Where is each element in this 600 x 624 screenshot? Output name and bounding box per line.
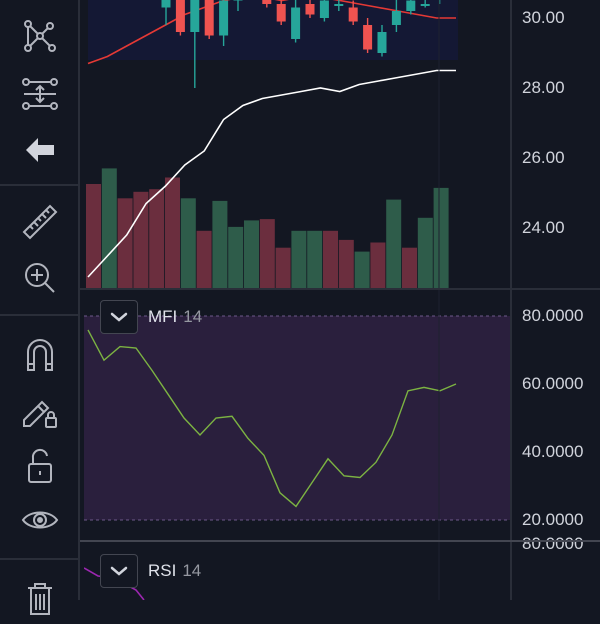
volume-bar (212, 200, 228, 288)
mfi-indicator-name: MFI (148, 307, 178, 326)
volume-bar (149, 189, 165, 288)
zoom-in-icon[interactable] (14, 252, 66, 304)
moving-average-red-line (87, 0, 456, 65)
volume-bar (291, 230, 307, 288)
candle-body (276, 4, 286, 22)
candle-body (334, 4, 344, 6)
price-axis-label: 26.00 (522, 148, 565, 167)
mfi-line (87, 329, 457, 508)
volume-bar (228, 226, 244, 288)
volume-bar (307, 230, 323, 288)
volume-bar (354, 251, 370, 288)
volume-bar (101, 168, 117, 288)
candle-body (219, 0, 229, 36)
candle-body (319, 0, 329, 18)
chart-canvas[interactable] (84, 0, 510, 600)
volume-bar (180, 198, 196, 288)
trash-icon[interactable] (14, 572, 66, 624)
eye-icon[interactable] (14, 494, 66, 546)
chevron-down-icon (110, 312, 128, 322)
volume-bar (338, 239, 354, 288)
volume-bar (117, 198, 133, 288)
rsi-axis-label: 80.0000 (522, 534, 584, 553)
rsi-indicator-name: RSI (148, 561, 177, 580)
volume-bar (86, 184, 101, 288)
candle-body (305, 4, 315, 15)
pattern-tool-icon[interactable] (14, 10, 66, 62)
candle-body (175, 0, 185, 32)
rsi-indicator-param: 14 (182, 561, 202, 580)
volume-bar (275, 247, 291, 288)
back-arrow-icon[interactable] (14, 124, 66, 176)
candle-body (377, 32, 387, 53)
candle-body (233, 0, 243, 1)
mfi-indicator-param: 14 (183, 307, 203, 326)
volume-bar (133, 191, 149, 288)
candle-body (406, 0, 416, 11)
lock-icon[interactable] (14, 440, 66, 492)
candle-body (161, 0, 171, 8)
candle-body (204, 0, 214, 36)
candle-body (391, 11, 401, 25)
volume-bar (196, 230, 212, 288)
rsi-pane-header: RSI 14 (100, 554, 201, 588)
price-axis-label: 30.00 (522, 8, 565, 27)
mfi-axis-label: 40.0000 (522, 442, 584, 461)
drawing-toolbar (0, 0, 80, 615)
volume-bar (433, 187, 449, 288)
volume-bar (417, 217, 433, 288)
mfi-pane-header: MFI 14 (100, 300, 202, 334)
ruler-icon[interactable] (14, 196, 66, 248)
chevron-down-icon (110, 566, 128, 576)
volume-bar (259, 219, 275, 288)
candle-body (262, 0, 272, 4)
mfi-axis-label: 80.0000 (522, 306, 584, 325)
mfi-collapse-button[interactable] (100, 300, 138, 334)
mfi-axis-label: 20.0000 (522, 510, 584, 529)
candle-body (291, 7, 301, 39)
rsi-collapse-button[interactable] (100, 554, 138, 588)
mfi-band-background (84, 316, 510, 520)
price-shade (88, 0, 458, 60)
price-axis[interactable]: 30.00 28.00 26.00 24.00 80.0000 60.0000 … (510, 0, 600, 600)
volume-bar (323, 230, 338, 288)
price-axis-label: 24.00 (522, 218, 565, 237)
price-axis-label: 28.00 (522, 78, 565, 97)
candle-body (420, 4, 430, 6)
candle-body (363, 25, 373, 50)
candle-body (348, 7, 358, 22)
lock-drawing-icon[interactable] (14, 384, 66, 436)
magnet-icon[interactable] (14, 328, 66, 380)
volume-bar (370, 242, 386, 288)
volume-bar (402, 247, 417, 288)
chart-area[interactable]: MFI 14 RSI 14 (84, 0, 510, 600)
fib-tool-icon[interactable] (14, 68, 66, 120)
volume-bar (386, 199, 402, 288)
pane-divider[interactable] (80, 540, 600, 542)
mfi-axis-label: 60.0000 (522, 374, 584, 393)
volume-bar (244, 220, 259, 288)
candle-body (190, 0, 200, 32)
volume-bar (165, 177, 180, 288)
pane-divider[interactable] (80, 288, 600, 290)
moving-average-white-line (87, 69, 456, 278)
